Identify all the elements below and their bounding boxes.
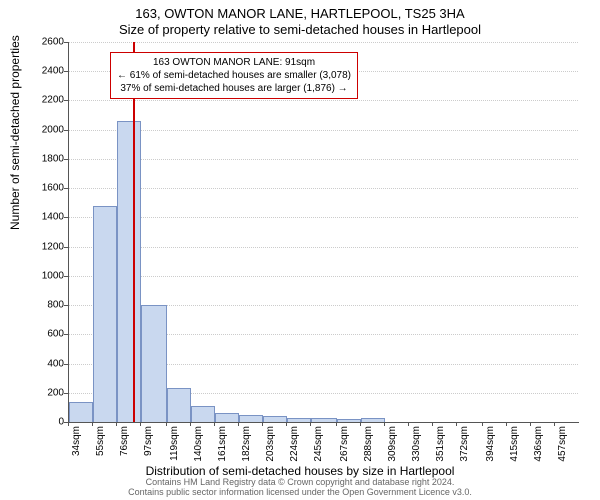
histogram-bar: [361, 418, 385, 422]
histogram-bar: [167, 388, 191, 422]
x-tick-mark: [190, 422, 191, 426]
x-tick-mark: [482, 422, 483, 426]
x-tick-label: 309sqm: [387, 426, 398, 466]
property-marker-line: [133, 42, 135, 422]
x-tick-label: 415sqm: [509, 426, 520, 466]
x-tick-mark: [310, 422, 311, 426]
x-tick-label: 394sqm: [485, 426, 496, 466]
x-tick-label: 182sqm: [241, 426, 252, 466]
x-tick-mark: [166, 422, 167, 426]
annotation-line3: 37% of semi-detached houses are larger (…: [117, 82, 351, 95]
x-tick-mark: [286, 422, 287, 426]
chart-container: 163, OWTON MANOR LANE, HARTLEPOOL, TS25 …: [0, 0, 600, 500]
x-tick-label: 161sqm: [217, 426, 228, 466]
x-tick-label: 97sqm: [143, 426, 154, 466]
y-axis-label: Number of semi-detached properties: [8, 35, 22, 230]
x-tick-label: 372sqm: [459, 426, 470, 466]
y-tick-label: 1000: [34, 270, 64, 281]
y-tick-label: 1600: [34, 183, 64, 194]
x-tick-mark: [554, 422, 555, 426]
y-tick-label: 600: [34, 329, 64, 340]
x-tick-label: 224sqm: [289, 426, 300, 466]
x-tick-label: 34sqm: [71, 426, 82, 466]
x-tick-label: 288sqm: [363, 426, 374, 466]
histogram-bar: [93, 206, 117, 422]
x-tick-mark: [360, 422, 361, 426]
histogram-bar: [337, 419, 361, 422]
x-tick-label: 245sqm: [313, 426, 324, 466]
x-tick-mark: [530, 422, 531, 426]
y-tick-label: 1800: [34, 153, 64, 164]
x-tick-label: 330sqm: [411, 426, 422, 466]
y-tick-label: 1400: [34, 212, 64, 223]
x-tick-mark: [92, 422, 93, 426]
x-tick-label: 267sqm: [339, 426, 350, 466]
histogram-bar: [141, 305, 166, 422]
x-axis-label: Distribution of semi-detached houses by …: [0, 464, 600, 478]
x-tick-mark: [262, 422, 263, 426]
annotation-box: 163 OWTON MANOR LANE: 91sqm ← 61% of sem…: [110, 52, 358, 99]
histogram-bar: [215, 413, 239, 422]
y-tick-label: 2000: [34, 124, 64, 135]
y-tick-label: 2600: [34, 37, 64, 48]
x-tick-label: 203sqm: [265, 426, 276, 466]
y-tick-label: 1200: [34, 241, 64, 252]
x-tick-mark: [238, 422, 239, 426]
y-tick-label: 400: [34, 358, 64, 369]
plot-area: [68, 42, 579, 423]
x-tick-label: 351sqm: [435, 426, 446, 466]
annotation-line2: ← 61% of semi-detached houses are smalle…: [117, 69, 351, 82]
x-tick-mark: [456, 422, 457, 426]
y-tick-label: 2400: [34, 66, 64, 77]
y-tick-label: 2200: [34, 95, 64, 106]
y-tick-label: 800: [34, 300, 64, 311]
annotation-line1: 163 OWTON MANOR LANE: 91sqm: [117, 56, 351, 69]
chart-title-main: 163, OWTON MANOR LANE, HARTLEPOOL, TS25 …: [0, 6, 600, 21]
histogram-bar: [287, 418, 311, 422]
x-tick-label: 119sqm: [169, 426, 180, 466]
footer-line2: Contains public sector information licen…: [0, 488, 600, 498]
x-tick-mark: [336, 422, 337, 426]
x-tick-mark: [432, 422, 433, 426]
x-tick-label: 55sqm: [95, 426, 106, 466]
x-tick-mark: [140, 422, 141, 426]
x-tick-mark: [214, 422, 215, 426]
histogram-bar: [191, 406, 215, 422]
histogram-bar: [263, 416, 287, 422]
x-tick-mark: [408, 422, 409, 426]
x-tick-label: 457sqm: [557, 426, 568, 466]
y-tick-label: 200: [34, 387, 64, 398]
histogram-bar: [69, 402, 93, 422]
footer-attribution: Contains HM Land Registry data © Crown c…: [0, 478, 600, 498]
histogram-bar: [117, 121, 141, 422]
y-tick-label: 0: [34, 417, 64, 428]
x-tick-mark: [68, 422, 69, 426]
x-tick-label: 76sqm: [119, 426, 130, 466]
x-tick-label: 436sqm: [533, 426, 544, 466]
histogram-bar: [311, 418, 336, 422]
x-tick-mark: [116, 422, 117, 426]
histogram-bar: [239, 415, 263, 422]
x-tick-label: 140sqm: [193, 426, 204, 466]
chart-title-sub: Size of property relative to semi-detach…: [0, 22, 600, 37]
x-tick-mark: [506, 422, 507, 426]
x-tick-mark: [384, 422, 385, 426]
